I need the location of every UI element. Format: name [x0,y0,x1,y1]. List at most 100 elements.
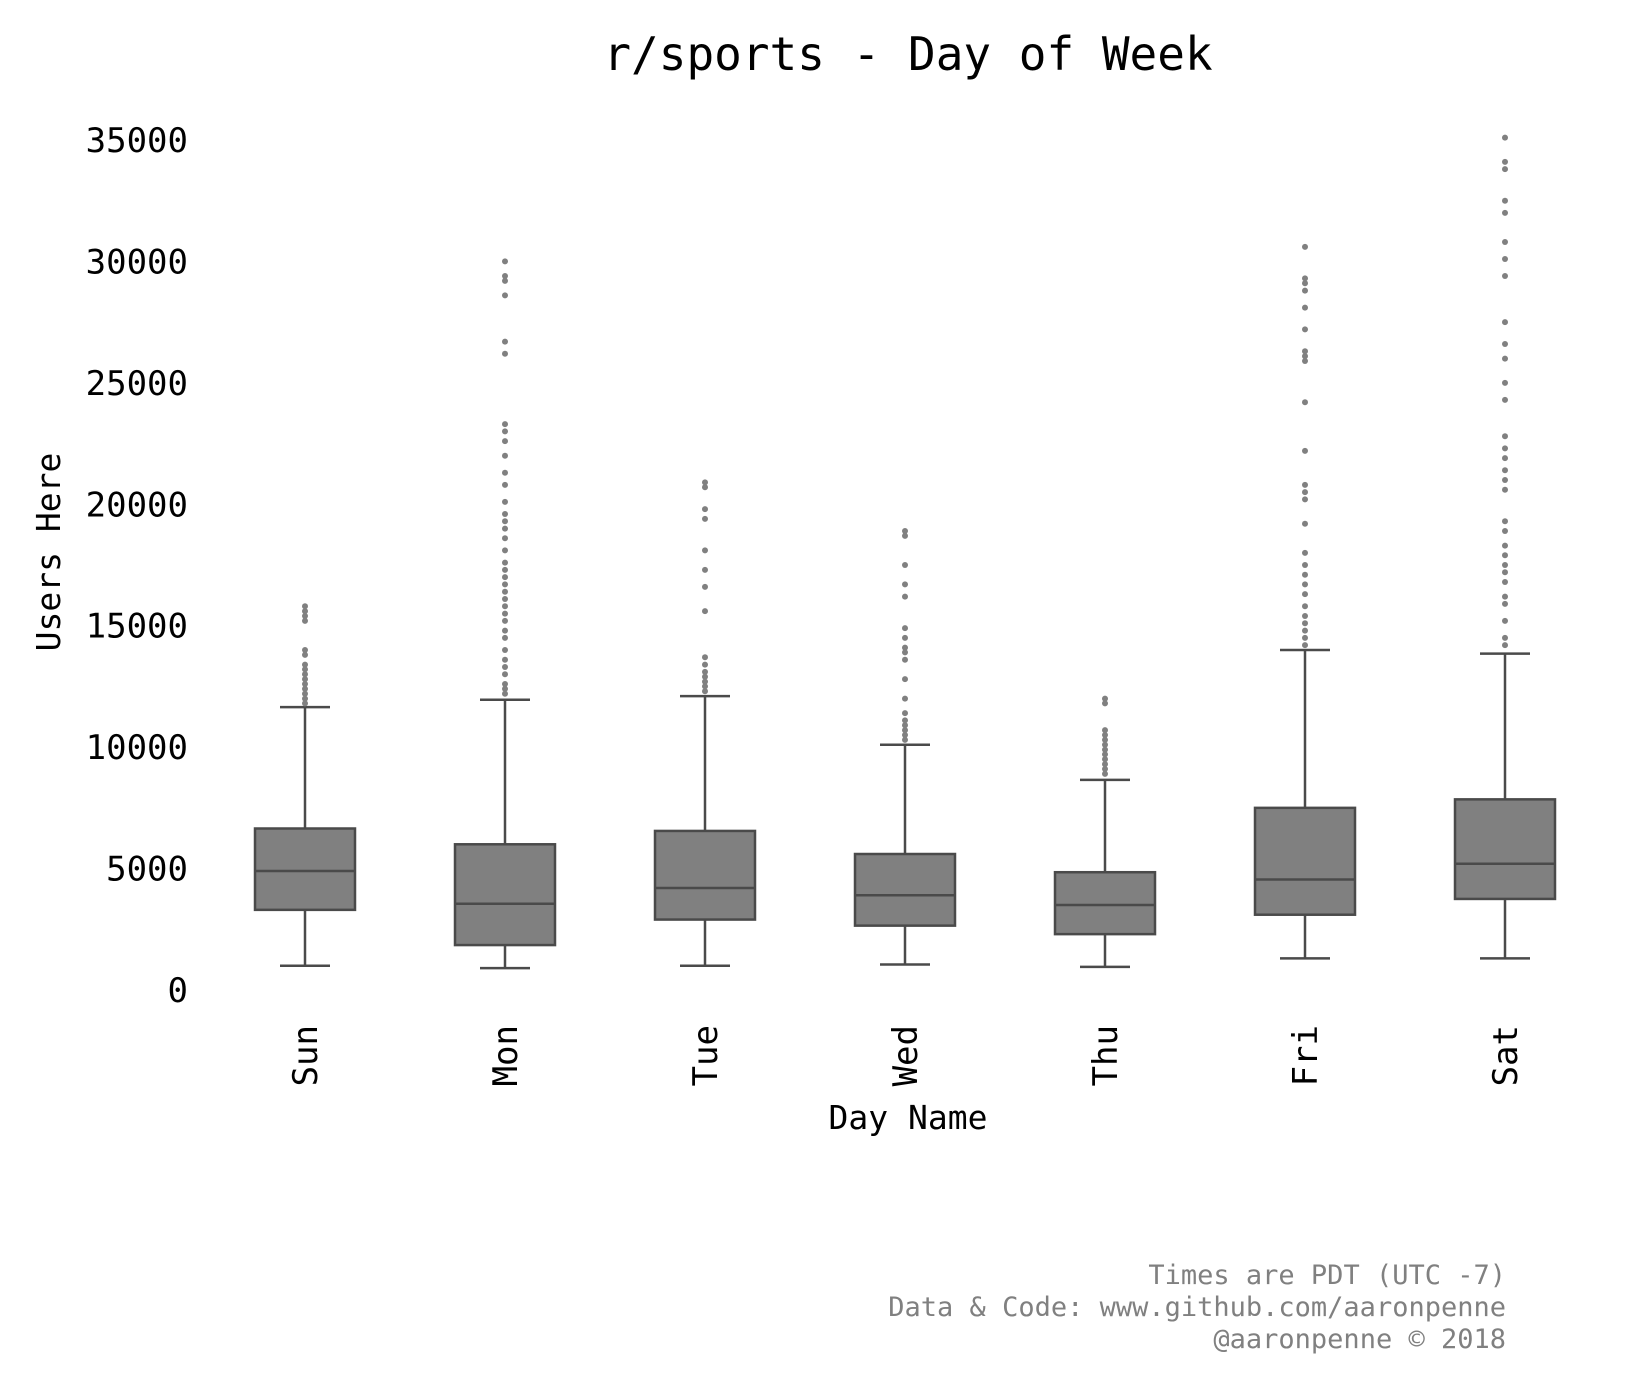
outlier-point [902,695,908,702]
outlier-point [1102,751,1108,758]
outlier-point [902,634,908,641]
x-tick-label: Sun [286,1025,326,1086]
outlier-point [502,574,508,581]
outlier-point [702,661,708,668]
outlier-point [902,562,908,568]
outlier-point [1302,581,1308,588]
outlier-point [1502,209,1508,216]
outlier-point [1302,549,1308,556]
outlier-point [502,292,508,299]
outlier-point [502,498,508,505]
outlier-point [502,656,508,663]
outlier-point [302,647,308,653]
outlier-point [702,688,708,695]
outlier-point [1502,134,1508,141]
outlier-point [1302,520,1308,527]
outlier-point [502,511,508,517]
outlier-point [502,603,508,610]
outlier-point [1502,518,1508,525]
outlier-point [902,532,908,539]
outlier-point [1502,166,1508,173]
outlier-point [1502,528,1508,534]
box-sun [253,603,357,967]
outlier-point [502,481,508,488]
outlier-point [702,547,708,554]
outlier-point [1302,603,1308,610]
outlier-point [502,581,508,588]
outlier-point [1102,761,1108,768]
outlier-point [502,525,508,532]
iqr-box [253,827,357,912]
outlier-point [1502,396,1508,403]
outlier-point [702,583,708,590]
outlier-point [1502,433,1508,440]
outlier-point [902,649,908,656]
outlier-point [1302,280,1308,287]
outlier-point [1102,695,1108,702]
outlier-point [302,695,308,702]
iqr-box [1453,798,1557,901]
outlier-point [1502,486,1508,493]
outlier-point [302,608,308,615]
outlier-point [1502,379,1508,386]
outlier-point [1302,489,1308,496]
outlier-point [1102,732,1108,738]
outlier-point [502,258,508,265]
outlier-point [702,515,708,522]
boxes-group [253,134,1557,970]
outlier-point [1302,348,1308,355]
outlier-point [1302,358,1308,364]
outlier-point [1502,158,1508,165]
outlier-point [502,681,508,687]
outlier-point [1302,496,1308,503]
outlier-point [502,685,508,692]
outlier-point [1502,477,1508,483]
outlier-point [302,617,308,624]
outlier-point [302,676,308,683]
outlier-point [1102,736,1108,743]
outlier-point [502,627,508,634]
outlier-point [902,528,908,534]
outlier-point [502,518,508,525]
outlier-point [1502,634,1508,641]
outlier-point [302,671,308,678]
outlier-point [1302,627,1308,634]
box-fri [1253,243,1357,960]
outlier-point [1302,613,1308,619]
y-tick-label: 0 [168,971,188,1011]
outlier-point [1302,447,1308,454]
outlier-point [1502,239,1508,245]
outlier-point [1102,727,1108,734]
outlier-point [1502,197,1508,204]
outlier-point [1302,304,1308,311]
iqr-box [853,852,957,927]
x-tick-label: Tue [686,1025,726,1086]
outlier-point [1502,569,1508,576]
outlier-point [1502,617,1508,624]
outlier-point [1102,700,1108,707]
y-tick-label: 35000 [86,121,188,161]
outlier-point [702,673,708,680]
x-tick-label: Fri [1286,1025,1326,1086]
outlier-point [702,484,708,491]
outlier-point [702,683,708,690]
outlier-point [902,727,908,734]
x-tick-label: Thu [1086,1025,1126,1086]
outlier-point [1502,593,1508,600]
outlier-point [1302,562,1308,568]
chart-title: r/sports - Day of Week [603,27,1212,81]
outlier-point [302,603,308,610]
outlier-point [902,722,908,729]
outlier-point [902,676,908,683]
x-axis-ticks: Sun Mon Tue Wed Thu Fri Sat [286,1025,1526,1086]
y-tick-label: 30000 [86,242,188,282]
outlier-point [902,593,908,600]
outlier-point [1302,287,1308,294]
outlier-point [1502,542,1508,549]
outlier-point [702,654,708,661]
outlier-point [702,506,708,513]
outlier-point [1102,770,1108,777]
outlier-point [502,338,508,345]
outlier-point [1502,455,1508,462]
box-mon [453,258,557,970]
